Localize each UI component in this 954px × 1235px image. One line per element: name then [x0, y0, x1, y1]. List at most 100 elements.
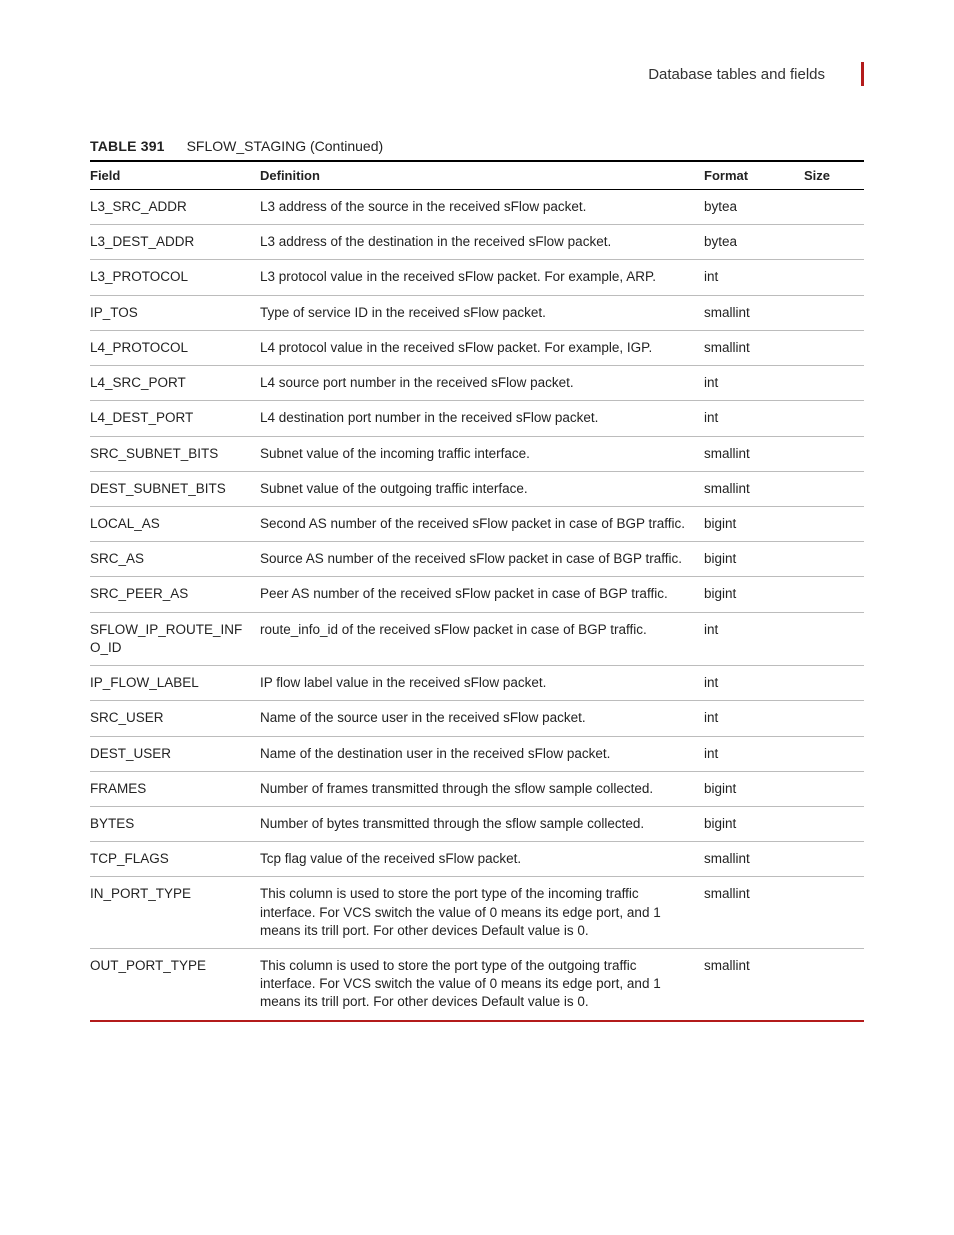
table-row: L3_PROTOCOLL3 protocol value in the rece…: [90, 260, 864, 295]
table-caption: TABLE 391 SFLOW_STAGING (Continued): [90, 138, 864, 154]
table-row: L3_SRC_ADDRL3 address of the source in t…: [90, 190, 864, 225]
cell-definition: Source AS number of the received sFlow p…: [260, 542, 704, 577]
cell-format: smallint: [704, 436, 804, 471]
cell-field: FRAMES: [90, 771, 260, 806]
cell-field: SRC_SUBNET_BITS: [90, 436, 260, 471]
col-header-format: Format: [704, 161, 804, 190]
cell-field: L3_SRC_ADDR: [90, 190, 260, 225]
cell-field: IN_PORT_TYPE: [90, 877, 260, 949]
table-row: IN_PORT_TYPEThis column is used to store…: [90, 877, 864, 949]
table-row: L3_DEST_ADDRL3 address of the destinatio…: [90, 225, 864, 260]
cell-format: smallint: [704, 471, 804, 506]
cell-format: int: [704, 701, 804, 736]
cell-size: [804, 701, 864, 736]
cell-size: [804, 542, 864, 577]
table-row: BYTESNumber of bytes transmitted through…: [90, 806, 864, 841]
table-row: IP_TOSType of service ID in the received…: [90, 295, 864, 330]
cell-format: bigint: [704, 771, 804, 806]
cell-size: [804, 366, 864, 401]
col-header-field: Field: [90, 161, 260, 190]
sflow-staging-table: Field Definition Format Size L3_SRC_ADDR…: [90, 160, 864, 1022]
cell-size: [804, 436, 864, 471]
cell-format: int: [704, 666, 804, 701]
table-name: SFLOW_STAGING (Continued): [187, 138, 384, 154]
table-row: SRC_USERName of the source user in the r…: [90, 701, 864, 736]
cell-size: [804, 330, 864, 365]
cell-definition: Type of service ID in the received sFlow…: [260, 295, 704, 330]
cell-field: LOCAL_AS: [90, 506, 260, 541]
cell-field: TCP_FLAGS: [90, 842, 260, 877]
table-row: L4_PROTOCOLL4 protocol value in the rece…: [90, 330, 864, 365]
table-row: FRAMESNumber of frames transmitted throu…: [90, 771, 864, 806]
cell-definition: Subnet value of the outgoing traffic int…: [260, 471, 704, 506]
table-row: OUT_PORT_TYPEThis column is used to stor…: [90, 949, 864, 1021]
cell-field: L3_PROTOCOL: [90, 260, 260, 295]
table-row: SRC_SUBNET_BITSSubnet value of the incom…: [90, 436, 864, 471]
table-row: DEST_USERName of the destination user in…: [90, 736, 864, 771]
cell-field: OUT_PORT_TYPE: [90, 949, 260, 1021]
table-row: SFLOW_IP_ROUTE_INFO_IDroute_info_id of t…: [90, 612, 864, 665]
cell-definition: Number of bytes transmitted through the …: [260, 806, 704, 841]
table-row: SRC_ASSource AS number of the received s…: [90, 542, 864, 577]
cell-format: int: [704, 366, 804, 401]
cell-size: [804, 506, 864, 541]
cell-field: SRC_USER: [90, 701, 260, 736]
cell-definition: IP flow label value in the received sFlo…: [260, 666, 704, 701]
cell-definition: Number of frames transmitted through the…: [260, 771, 704, 806]
cell-definition: L4 source port number in the received sF…: [260, 366, 704, 401]
cell-field: SRC_PEER_AS: [90, 577, 260, 612]
cell-definition: This column is used to store the port ty…: [260, 877, 704, 949]
cell-format: smallint: [704, 877, 804, 949]
cell-definition: L4 protocol value in the received sFlow …: [260, 330, 704, 365]
cell-definition: This column is used to store the port ty…: [260, 949, 704, 1021]
col-header-size: Size: [804, 161, 864, 190]
cell-size: [804, 225, 864, 260]
cell-format: int: [704, 736, 804, 771]
cell-definition: L3 address of the destination in the rec…: [260, 225, 704, 260]
cell-field: BYTES: [90, 806, 260, 841]
cell-format: bigint: [704, 542, 804, 577]
cell-size: [804, 736, 864, 771]
table-row: TCP_FLAGSTcp flag value of the received …: [90, 842, 864, 877]
cell-format: bytea: [704, 225, 804, 260]
cell-format: smallint: [704, 295, 804, 330]
page: Database tables and fields TABLE 391 SFL…: [0, 0, 954, 1235]
cell-definition: Second AS number of the received sFlow p…: [260, 506, 704, 541]
cell-field: DEST_SUBNET_BITS: [90, 471, 260, 506]
cell-field: IP_TOS: [90, 295, 260, 330]
cell-format: bigint: [704, 577, 804, 612]
cell-definition: Peer AS number of the received sFlow pac…: [260, 577, 704, 612]
table-row: SRC_PEER_ASPeer AS number of the receive…: [90, 577, 864, 612]
cell-format: int: [704, 612, 804, 665]
table-row: LOCAL_ASSecond AS number of the received…: [90, 506, 864, 541]
cell-field: L4_SRC_PORT: [90, 366, 260, 401]
cell-definition: Tcp flag value of the received sFlow pac…: [260, 842, 704, 877]
cell-size: [804, 877, 864, 949]
cell-size: [804, 949, 864, 1021]
col-header-definition: Definition: [260, 161, 704, 190]
cell-field: IP_FLOW_LABEL: [90, 666, 260, 701]
cell-definition: Name of the destination user in the rece…: [260, 736, 704, 771]
appendix-marker: [861, 62, 864, 86]
table-row: DEST_SUBNET_BITSSubnet value of the outg…: [90, 471, 864, 506]
cell-size: [804, 842, 864, 877]
cell-field: L3_DEST_ADDR: [90, 225, 260, 260]
cell-size: [804, 666, 864, 701]
cell-field: L4_DEST_PORT: [90, 401, 260, 436]
table-row: L4_SRC_PORTL4 source port number in the …: [90, 366, 864, 401]
cell-field: DEST_USER: [90, 736, 260, 771]
cell-size: [804, 471, 864, 506]
table-number: TABLE 391: [90, 138, 165, 154]
cell-definition: route_info_id of the received sFlow pack…: [260, 612, 704, 665]
table-body: L3_SRC_ADDRL3 address of the source in t…: [90, 190, 864, 1021]
cell-size: [804, 260, 864, 295]
cell-field: L4_PROTOCOL: [90, 330, 260, 365]
cell-definition: L3 protocol value in the received sFlow …: [260, 260, 704, 295]
cell-size: [804, 806, 864, 841]
cell-format: bytea: [704, 190, 804, 225]
section-title: Database tables and fields: [648, 66, 825, 83]
cell-format: int: [704, 401, 804, 436]
cell-format: smallint: [704, 330, 804, 365]
cell-field: SFLOW_IP_ROUTE_INFO_ID: [90, 612, 260, 665]
table-header-row: Field Definition Format Size: [90, 161, 864, 190]
